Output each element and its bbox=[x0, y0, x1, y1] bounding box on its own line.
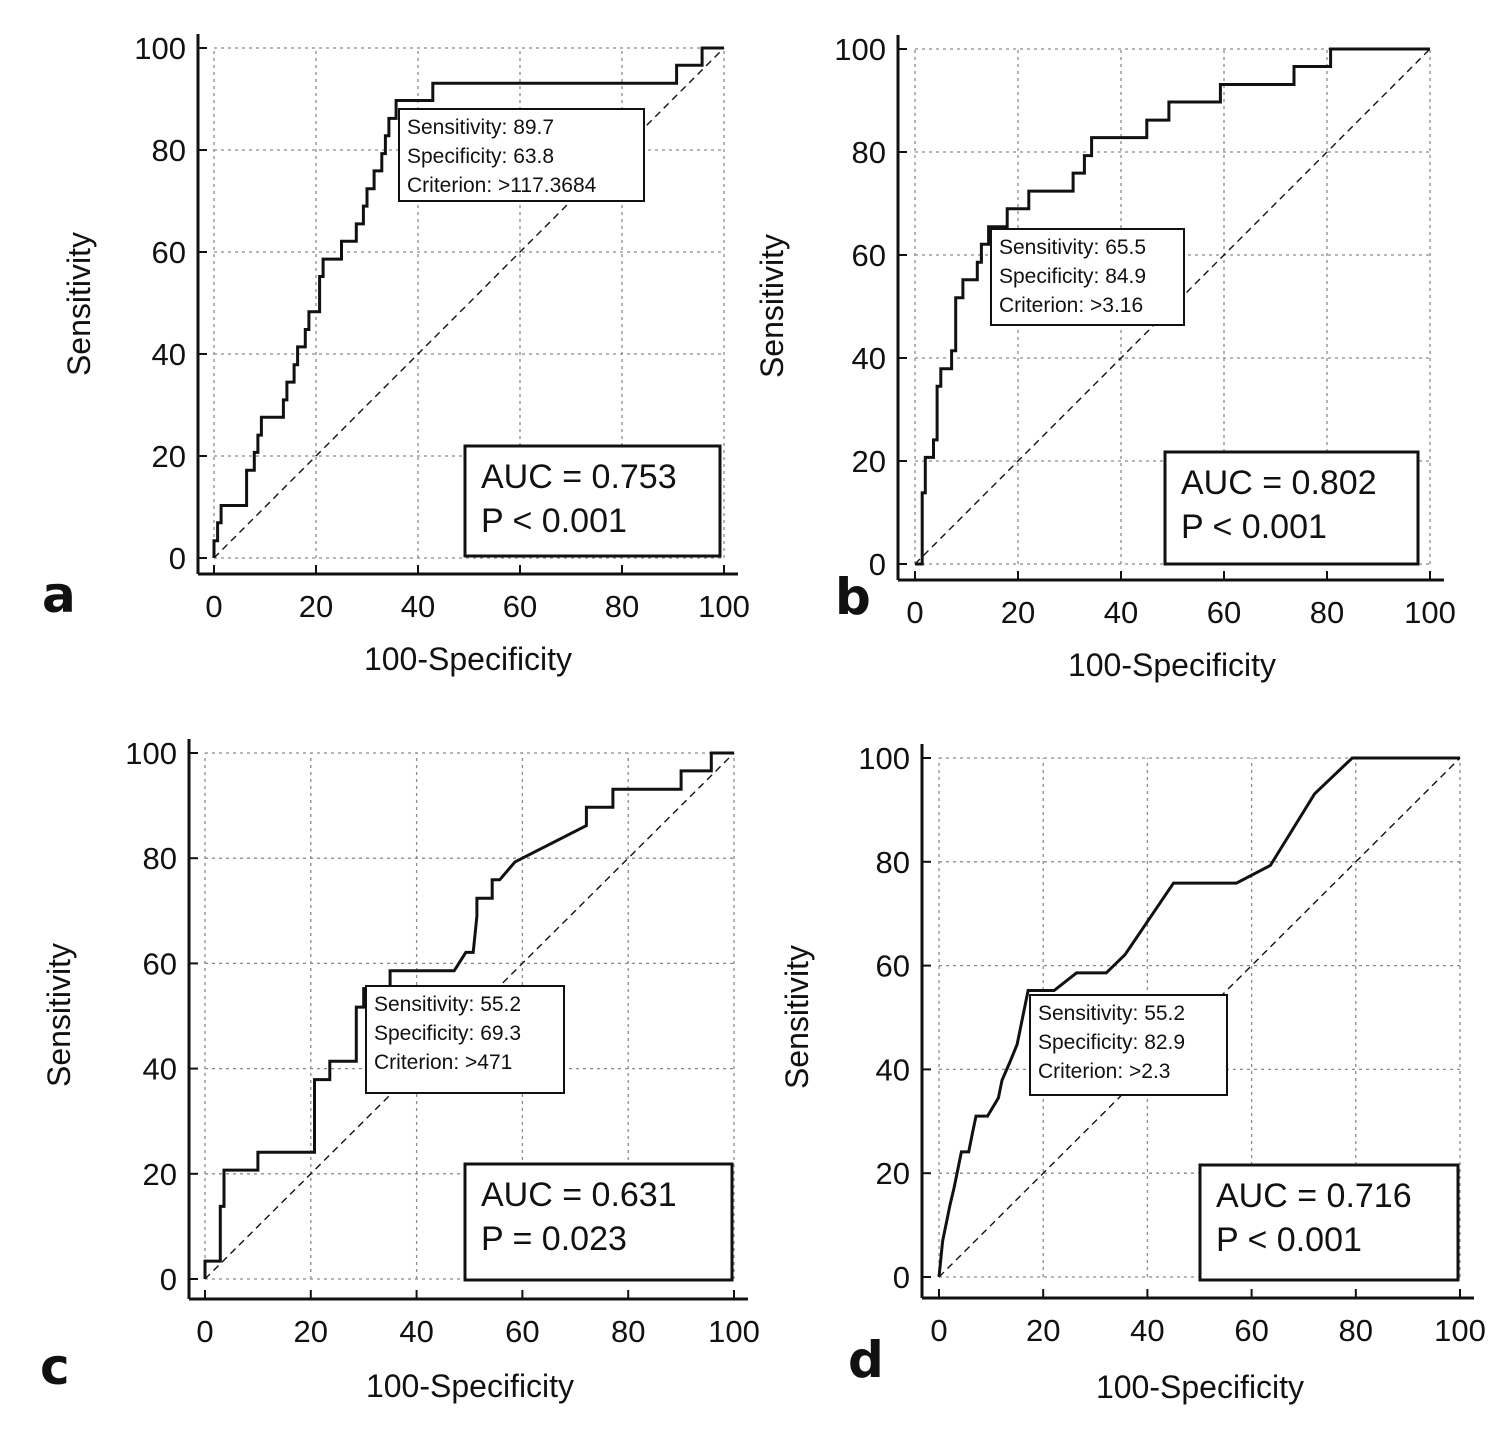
auc-text-line: P = 0.023 bbox=[481, 1220, 627, 1258]
cutoff-text-line: Specificity: 69.3 bbox=[374, 1022, 521, 1045]
y-tick-label: 60 bbox=[876, 949, 910, 984]
y-tick-label: 100 bbox=[858, 741, 910, 776]
cutoff-text-line: Sensitivity: 55.2 bbox=[374, 993, 521, 1016]
panel-label: d bbox=[848, 1331, 884, 1389]
auc-text-line: AUC = 0.716 bbox=[1216, 1177, 1412, 1215]
cutoff-box bbox=[1029, 994, 1228, 1096]
panel-label: b bbox=[835, 568, 871, 626]
x-tick-label: 40 bbox=[1130, 1313, 1164, 1348]
roc-curve bbox=[212, 46, 724, 558]
cutoff-text-line: Specificity: 84.9 bbox=[999, 265, 1146, 288]
cutoff-text-line: Specificity: 63.8 bbox=[407, 145, 554, 168]
y-tick-label: 0 bbox=[869, 547, 886, 582]
x-axis-title: 100-Specificity bbox=[364, 641, 572, 677]
reference-diagonal-line bbox=[938, 757, 1461, 1278]
x-tick-label: 60 bbox=[503, 589, 537, 624]
x-tick-label: 60 bbox=[1207, 595, 1241, 630]
auc-box bbox=[463, 444, 722, 558]
cutoff-text-line: Specificity: 82.9 bbox=[1038, 1031, 1185, 1054]
x-tick-label: 60 bbox=[505, 1314, 539, 1349]
x-tick-label: 60 bbox=[1234, 1313, 1268, 1348]
y-tick-label: 20 bbox=[152, 439, 186, 474]
auc-box bbox=[463, 1162, 734, 1282]
x-axis-title: 100-Specificity bbox=[366, 1368, 574, 1404]
x-tick-label: 80 bbox=[1310, 595, 1344, 630]
roc-curve bbox=[915, 47, 1430, 566]
y-tick-label: 40 bbox=[852, 341, 886, 376]
x-tick-label: 100 bbox=[1434, 1313, 1486, 1348]
y-axis-title: Sensitivity bbox=[41, 943, 77, 1087]
x-tick-label: 0 bbox=[906, 595, 923, 630]
x-tick-label: 20 bbox=[1001, 595, 1035, 630]
y-tick-label: 0 bbox=[893, 1260, 910, 1295]
y-tick-label: 60 bbox=[852, 238, 886, 273]
x-tick-label: 40 bbox=[399, 1314, 433, 1349]
roc-panel-d: 0 20 40 60 80 100 0 20 40 60 80 100 100-Specificity S… bbox=[779, 741, 1486, 1405]
x-tick-label: 80 bbox=[1339, 1313, 1373, 1348]
y-tick-label: 100 bbox=[125, 736, 177, 771]
y-tick-label: 100 bbox=[834, 32, 886, 67]
y-tick-label: 20 bbox=[852, 444, 886, 479]
roc-panel-a: 0 20 40 60 80 100 0 20 40 60 80 100 100-Specificity S… bbox=[42, 31, 750, 677]
auc-text-line: P < 0.001 bbox=[1216, 1221, 1362, 1259]
x-tick-label: 100 bbox=[1404, 595, 1456, 630]
roc-curve bbox=[937, 756, 1460, 1278]
x-tick-label: 100 bbox=[698, 589, 750, 624]
x-tick-label: 100 bbox=[708, 1314, 760, 1349]
y-axis-title: Sensitivity bbox=[779, 945, 815, 1089]
y-axis-title: Sensitivity bbox=[61, 232, 97, 376]
y-tick-label: 20 bbox=[143, 1157, 177, 1192]
auc-box bbox=[1198, 1163, 1460, 1282]
x-tick-label: 0 bbox=[196, 1314, 213, 1349]
roc-panel-b: 0 20 40 60 80 100 0 20 40 60 80 100 100-Specificity S… bbox=[754, 32, 1456, 683]
x-tick-label: 0 bbox=[930, 1313, 947, 1348]
x-tick-label: 80 bbox=[605, 589, 639, 624]
x-tick-label: 20 bbox=[294, 1314, 328, 1349]
y-tick-label: 20 bbox=[876, 1156, 910, 1191]
panel-label: a bbox=[42, 566, 76, 624]
x-axis-title: 100-Specificity bbox=[1068, 647, 1276, 683]
panel-label: c bbox=[40, 1338, 70, 1396]
y-tick-label: 0 bbox=[169, 541, 186, 576]
cutoff-text-line: Sensitivity: 55.2 bbox=[1038, 1002, 1185, 1025]
auc-text-line: P < 0.001 bbox=[1181, 508, 1327, 546]
cutoff-box bbox=[398, 108, 645, 202]
y-tick-label: 80 bbox=[876, 845, 910, 880]
cutoff-box bbox=[990, 228, 1185, 326]
cutoff-box bbox=[365, 985, 565, 1094]
auc-text-line: P < 0.001 bbox=[481, 502, 627, 540]
x-tick-label: 40 bbox=[1104, 595, 1138, 630]
x-tick-label: 40 bbox=[401, 589, 435, 624]
auc-box bbox=[1163, 450, 1420, 566]
auc-text-line: AUC = 0.802 bbox=[1181, 464, 1377, 502]
cutoff-text-line: Criterion: >2.3 bbox=[1038, 1060, 1170, 1083]
y-axis-title: Sensitivity bbox=[754, 234, 790, 378]
x-tick-label: 80 bbox=[611, 1314, 645, 1349]
cutoff-text-line: Criterion: >471 bbox=[374, 1051, 512, 1074]
roc-panel-c: 0 20 40 60 80 100 0 20 40 60 80 100 100-Specificity S… bbox=[40, 736, 760, 1404]
y-tick-label: 0 bbox=[160, 1262, 177, 1297]
y-tick-label: 80 bbox=[152, 133, 186, 168]
auc-text-line: AUC = 0.753 bbox=[481, 458, 677, 496]
y-tick-label: 40 bbox=[152, 337, 186, 372]
x-tick-label: 0 bbox=[205, 589, 222, 624]
auc-text-line: AUC = 0.631 bbox=[481, 1176, 677, 1214]
cutoff-text-line: Sensitivity: 65.5 bbox=[999, 236, 1146, 259]
cutoff-text-line: Sensitivity: 89.7 bbox=[407, 116, 554, 139]
y-tick-label: 60 bbox=[152, 235, 186, 270]
y-tick-label: 80 bbox=[852, 135, 886, 170]
x-tick-label: 20 bbox=[299, 589, 333, 624]
cutoff-text-line: Criterion: >117.3684 bbox=[407, 174, 597, 197]
y-tick-label: 100 bbox=[134, 31, 186, 66]
y-tick-label: 60 bbox=[143, 946, 177, 981]
x-axis-title: 100-Specificity bbox=[1096, 1369, 1304, 1405]
cutoff-text-line: Criterion: >3.16 bbox=[999, 294, 1143, 317]
y-tick-label: 40 bbox=[143, 1052, 177, 1087]
x-tick-label: 20 bbox=[1026, 1313, 1060, 1348]
y-tick-label: 40 bbox=[876, 1052, 910, 1087]
y-tick-label: 80 bbox=[143, 841, 177, 876]
